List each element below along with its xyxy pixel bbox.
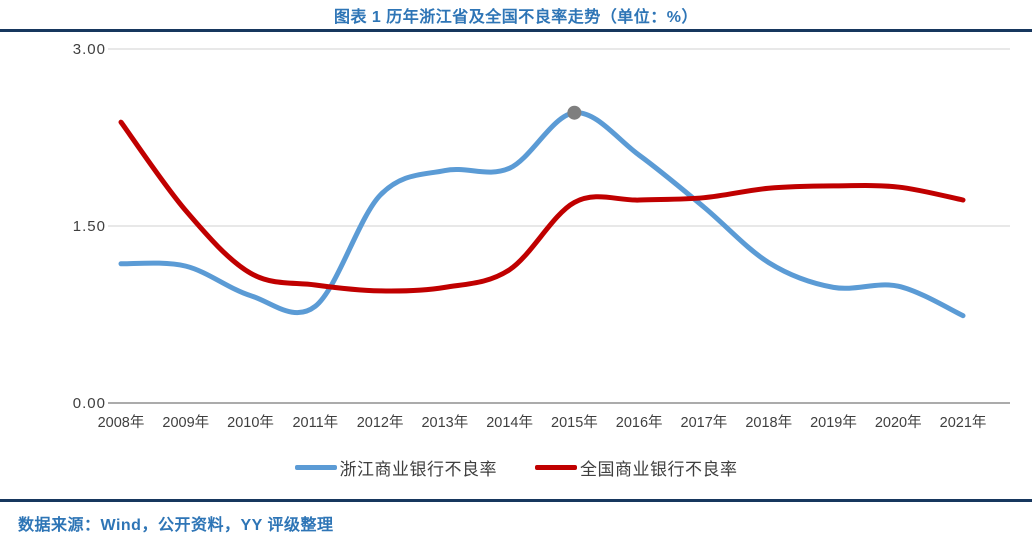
data-source-note: 数据来源：Wind，公开资料，YY 评级整理 [18,517,334,534]
bottom-divider-rule [0,499,1032,502]
x-tick-label: 2020年 [875,414,922,431]
legend-label-national: 全国商业银行不良率 [580,460,738,480]
x-tick-label: 2016年 [616,414,663,431]
zhejiang-commercial-banks-npl-line [118,110,966,319]
chart-title: 图表 1 历年浙江省及全国不良率走势（单位：%） [333,9,699,26]
x-tick-label: 2008年 [98,414,145,431]
x-tick-label: 2013年 [421,414,468,431]
x-tick-label: 2019年 [810,414,857,431]
legend-item-zhejiang: 浙江商业银行不良率 [294,455,498,480]
legend-line-swatch-zhejiang [294,465,337,470]
legend-label-zhejiang: 浙江商业银行不良率 [339,460,497,480]
top-divider-rule [0,29,1032,32]
legend-line-swatch-national [535,465,577,470]
x-tick-label: 2010年 [227,414,274,431]
y-tick-label: 0.00 [73,395,106,412]
y-tick-label: 3.00 [73,41,106,58]
chart-legend: 浙江商业银行不良率 全国商业银行不良率 [0,455,1032,480]
x-tick-label: 2018年 [745,414,792,431]
x-tick-label: 2009年 [162,414,209,431]
npl-trend-line-chart: 0.00 1.50 3.00 2008年 2009年 2010年 2011年 2012年 201… [73,41,1010,431]
x-tick-label: 2014年 [486,414,533,431]
x-tick-label: 2021年 [940,414,987,431]
x-tick-label: 2017年 [681,414,728,431]
national-commercial-banks-npl-line [118,119,966,294]
legend-item-national: 全国商业银行不良率 [535,455,738,480]
zhejiang-commercial-banks-npl-peak-marker [567,105,582,120]
y-tick-label: 1.50 [73,218,106,235]
x-tick-label: 2012年 [357,414,404,431]
x-tick-label: 2015年 [551,414,598,431]
x-tick-label: 2011年 [292,414,338,431]
